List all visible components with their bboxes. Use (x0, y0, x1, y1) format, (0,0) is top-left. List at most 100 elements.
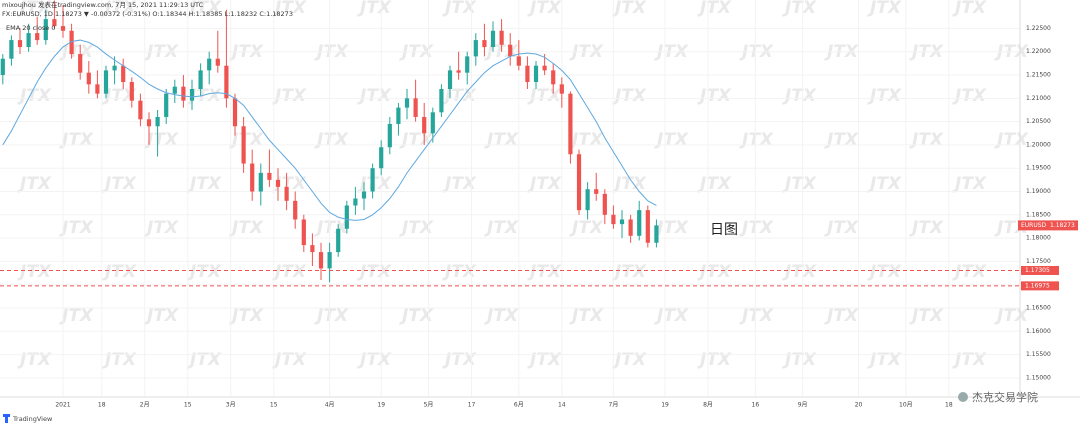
watermark: JTX (952, 0, 987, 18)
watermark: JTX (187, 350, 222, 370)
watermark: JTX (442, 0, 477, 18)
candle-body (396, 107, 401, 124)
x-tick-label: 16 (752, 402, 760, 409)
grid (0, 0, 1020, 397)
candle-body (181, 86, 186, 101)
y-tick-label: 1.18500 (1026, 211, 1051, 218)
watermark: JTX (994, 130, 1029, 150)
watermark: JTX (314, 218, 349, 238)
candle-body (361, 191, 367, 199)
watermark: JTX (484, 306, 519, 326)
watermark: JTX (229, 306, 264, 326)
candle-body (275, 179, 281, 187)
y-tick-label: 1.21500 (1026, 72, 1051, 79)
candle-body (353, 198, 358, 206)
watermark: JTX (59, 306, 94, 326)
annotation: 日图 (710, 222, 738, 238)
watermark: JTX (867, 86, 902, 106)
candle-body (198, 70, 203, 89)
watermark: JTX (17, 0, 52, 18)
watermark: JTX (654, 218, 689, 238)
watermark: JTX (144, 218, 179, 238)
watermarks: JTX JTX JTX JTX JTX JTX JTX JTX JTX JTX JTX JTX JTX J… (17, 0, 1029, 370)
candle-body (224, 65, 229, 99)
header-line: mixoujhou 发表在tradingview.com, 7月 15, 202… (2, 0, 204, 9)
candle-body (189, 88, 195, 101)
candle-body (336, 228, 341, 253)
watermark: JTX (867, 174, 902, 194)
x-tick-label: 8月 (703, 402, 713, 409)
x-tick-label: 20 (855, 402, 863, 409)
indicator-legend: EMA 20 close 0 (6, 24, 56, 32)
watermark: JTX (867, 350, 902, 370)
x-tick-label: 18 (98, 402, 106, 409)
y-tick-label: 1.16000 (1026, 328, 1051, 335)
watermark: JTX (442, 262, 477, 282)
candle-body (551, 70, 556, 85)
candle-body (129, 82, 134, 101)
candle-body (103, 70, 109, 94)
candle-body (241, 126, 246, 164)
y-tick-label: 1.22000 (1026, 48, 1051, 55)
watermark: JTX (697, 86, 732, 106)
watermark: JTX (187, 86, 222, 106)
candle-body (499, 30, 504, 45)
watermark: JTX (527, 0, 562, 18)
candle-body (301, 219, 306, 246)
candle-body (146, 119, 152, 127)
candle-body (69, 30, 74, 55)
watermark: JTX (612, 86, 647, 106)
watermark: JTX (527, 86, 562, 106)
x-tick-label: 9月 (798, 402, 808, 409)
price-tag (1018, 220, 1078, 231)
watermark: JTX (782, 350, 817, 370)
watermark: JTX (102, 86, 137, 106)
candle-body (465, 56, 470, 73)
y-tick-label: 1.22500 (1026, 25, 1051, 32)
watermark: JTX (314, 130, 349, 150)
candle-body (370, 168, 375, 192)
candle-body (637, 210, 642, 236)
level-label: 1.17305 (1025, 267, 1050, 274)
x-tick-label: 15 (270, 402, 278, 409)
candle-body (533, 65, 539, 83)
candle-body (619, 219, 625, 225)
candle-body (413, 98, 418, 117)
y-tick-label: 1.18000 (1026, 235, 1051, 242)
level-tag (1021, 265, 1059, 275)
watermark: JTX (59, 218, 94, 238)
watermark: JTX (357, 0, 392, 18)
watermark: JTX (909, 306, 944, 326)
watermark: JTX (229, 218, 264, 238)
level-tag (1021, 281, 1059, 291)
watermark: JTX (867, 262, 902, 282)
watermark: JTX (654, 306, 689, 326)
candle-body (525, 65, 530, 83)
wechat-icon (958, 392, 968, 402)
publisher-badge: 杰克交易学院 (958, 390, 1038, 404)
x-tick-label: 18 (945, 402, 953, 409)
watermark: JTX (527, 174, 562, 194)
candle-body (645, 210, 650, 243)
x-tick-label: 14 (558, 402, 566, 409)
watermark: JTX (697, 350, 732, 370)
watermark: JTX (739, 306, 774, 326)
price-tag-symbol: EURUSD (1021, 222, 1047, 229)
candle-body (0, 58, 5, 76)
watermark: JTX (527, 262, 562, 282)
candle-body (602, 193, 607, 215)
x-tick-label: 7月 (609, 402, 619, 409)
y-tick-label: 1.21000 (1026, 95, 1051, 102)
header-line: FX:EURUSD, 1D 1.18273 ▼ -0.00372 (-0.31%… (2, 10, 293, 18)
x-tick-label: 2月 (140, 402, 150, 409)
y-tick-label: 1.19500 (1026, 165, 1051, 172)
watermark: JTX (952, 174, 987, 194)
x-tick-label: 17 (468, 402, 476, 409)
candle-body (439, 88, 444, 113)
x-tick-label: 5月 (424, 402, 434, 409)
watermark: JTX (272, 0, 307, 18)
watermark: JTX (867, 0, 902, 18)
watermark: JTX (569, 130, 604, 150)
candle-body (594, 189, 599, 194)
